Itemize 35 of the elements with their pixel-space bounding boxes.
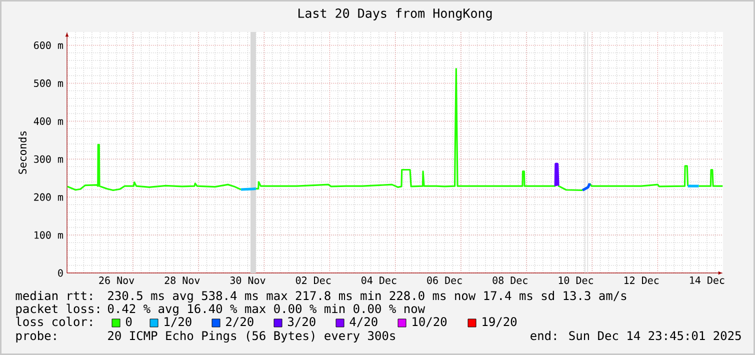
x-tick-label: 28 Nov (164, 276, 200, 284)
text: packet loss: (16, 304, 100, 316)
x-tick-label: 02 Dec (296, 276, 331, 284)
legend-label: 2/20 (226, 317, 254, 328)
y-tick-label: 200 m (34, 193, 64, 201)
legend-title: loss color: (16, 316, 92, 326)
line-series (581, 182, 592, 192)
text: 0.42 % avg 16.40 % max 0.00 % min 0.00 % now (108, 304, 426, 316)
chart-title: Last 20 Days from HongKong (298, 8, 492, 20)
y-tick-label: 600 m (34, 41, 64, 50)
text: 230.5 ms avg 538.4 ms max 217.8 ms min 228.0 ms now 17.4 ms sd 13.3 am/s (108, 290, 626, 303)
text: probe: (16, 330, 56, 342)
text: end: Sun Dec 14 23:45:01 2025 (530, 330, 741, 340)
y-tick-label: 300 m (34, 155, 64, 163)
y-tick-label: 100 m (34, 231, 64, 239)
x-tick-label: 06 Dec (427, 276, 462, 284)
y-tick-label: 400 m (34, 117, 64, 125)
text: median rtt: (16, 290, 92, 300)
legend-label: 4/20 (350, 317, 378, 328)
y-tick-label: 0 (58, 269, 63, 277)
x-tick-label: 14 Dec (690, 276, 724, 284)
x-tick-label: 30 Nov (230, 276, 266, 284)
text: 20 ICMP Echo Pings (56 Bytes) every 300s (108, 330, 395, 343)
x-tick-label: 10 Dec (558, 276, 593, 284)
legend-label: 1/20 (164, 317, 192, 328)
y-tick-label: 500 m (34, 79, 64, 88)
legend-label: 3/20 (288, 317, 316, 328)
legend-label: 10/20 (412, 317, 447, 328)
x-tick-label: 08 Dec (492, 276, 528, 284)
x-tick-label: 12 Dec (624, 276, 659, 284)
legend-label: 19/20 (482, 317, 517, 328)
legend-label: 0 (126, 317, 132, 326)
x-tick-label: 26 Nov (99, 276, 134, 284)
x-tick-label: 04 Dec (362, 276, 396, 284)
y-axis-title: Seconds (18, 131, 26, 174)
